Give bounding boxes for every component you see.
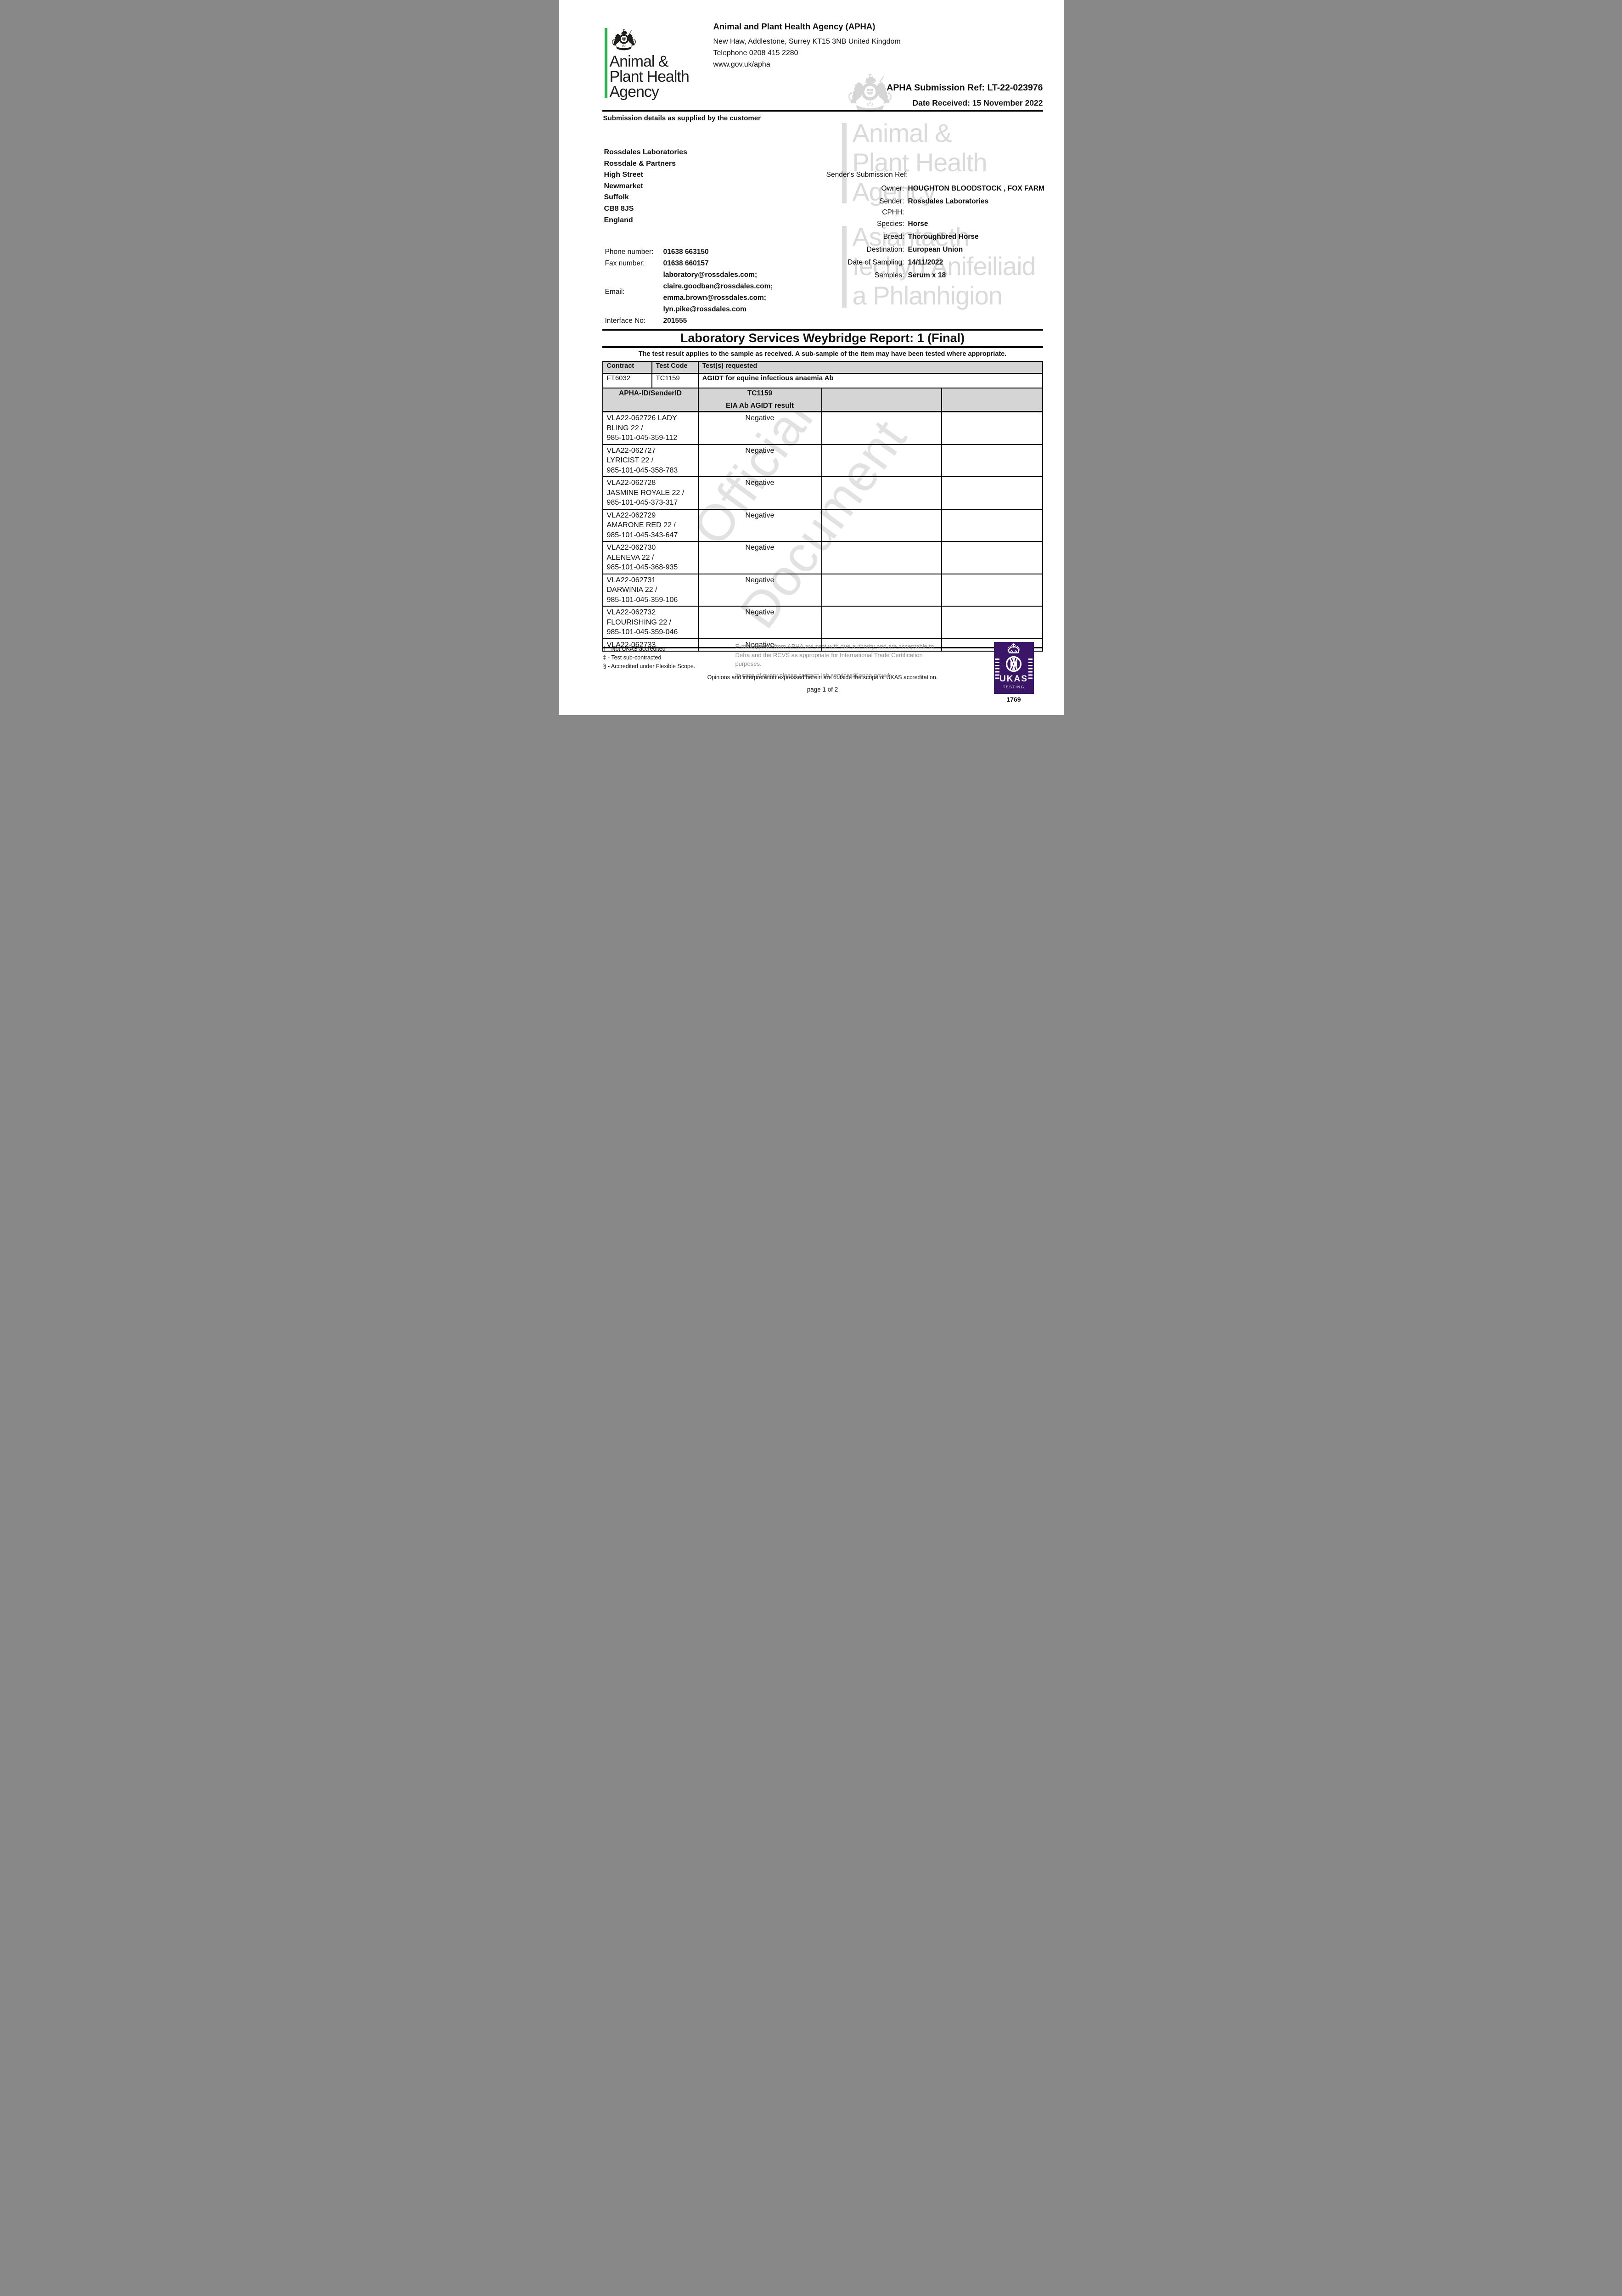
detail-row-samples: Samples: Serum x 18 [874,271,946,280]
page-number: page 1 of 2 [807,686,838,693]
report-title: Laboratory Services Weybridge Report: 1 … [680,331,965,345]
results-table-header: APHA-ID/SenderID TC1159 EIA Ab AGIDT res… [602,388,1043,412]
detail-row-cphh: CPHH: [882,208,904,216]
report-statement: The test result applies to the sample as… [638,350,1007,358]
results-table: APHA-ID/SenderID TC1159 EIA Ab AGIDT res… [602,388,1043,652]
divider [602,329,1043,331]
col-blank-1 [821,388,942,412]
watermark-apha-welsh: Asiantaeth Iechyd Anifeiliaid a Phlanhig… [852,222,1036,310]
detail-row-breed: Breed: Thoroughbred Horse [883,232,979,241]
email-row: Email: laboratory@rossdales.com; claire.… [605,269,816,315]
email-values: laboratory@rossdales.com; claire.goodban… [663,271,773,313]
query-contact: In case of query please contact: lab.ser… [735,672,891,679]
ukas-comb-right [1028,658,1033,679]
result-row: VLA22-062728 JASMINE ROYALE 22 / 985-101… [602,476,1043,510]
contract-table-header: Contract Test Code Test(s) requested [602,361,1043,374]
senders-submission-ref-row: Sender's Submission Ref: [826,171,908,179]
detail-row-date-of-sampling: Date of Sampling: 14/11/2022 [847,258,943,267]
date-received: Date Received: 15 November 2022 [912,98,1043,107]
agency-website: www.gov.uk/apha [713,61,770,68]
accreditation-footnotes: † - Not UKAS accredited ‡ - Test sub-con… [603,646,696,670]
ukas-accreditation-number: 1769 [1006,696,1021,703]
divider [602,346,1043,348]
result-row: VLA22-062733 Negative [602,638,1043,652]
result-row: VLA22-062730 ALENEVA 22 / 985-101-045-36… [602,541,1043,574]
lab-report-page: Animal & Plant Health Agency Asiantaeth … [558,0,1064,715]
result-row: VLA22-062729 AMARONE RED 22 / 985-101-04… [602,508,1043,542]
agency-title: Animal and Plant Health Agency (APHA) [713,22,876,31]
detail-row-destination: Destination: European Union [866,245,963,254]
sender-details-block: Sender's Submission Ref: Owner: HOUGHTON… [814,171,1046,282]
logo-green-bar [604,28,607,98]
apha-logo-wordmark: Animal & Plant Health Agency [609,53,690,101]
ukas-device-icon [1003,653,1024,675]
result-row: VLA22-062731 DARWINIA 22 / 985-101-045-3… [602,573,1043,607]
contract-table: Contract Test Code Test(s) requested FT6… [602,361,1043,391]
submission-details-heading: Submission details as supplied by the cu… [603,114,761,122]
ukas-testing-logo: UKAS TESTING [993,642,1034,694]
royal-crest-icon [610,28,638,52]
submission-reference-block: APHA Submission Ref: LT-22-023976 Date R… [742,83,1043,108]
result-row: VLA22-062732 FLOURISHING 22 / 985-101-04… [602,606,1043,639]
agency-telephone: Telephone 0208 415 2280 [713,49,798,57]
col-apha-id: APHA-ID/SenderID [602,388,699,412]
phone-row: Phone number: 01638 663150 [605,246,816,258]
detail-row-species: Species: Horse [877,219,928,228]
interface-row: Interface No: 201555 [605,315,816,326]
fax-row: Fax number: 01638 660157 [605,258,816,269]
customer-contact-block: Phone number: 01638 663150 Fax number: 0… [605,246,816,326]
watermark-layer: Animal & Plant Health Agency Asiantaeth … [559,0,1064,715]
watermark-bar [842,123,847,203]
col-tc1159: TC1159 EIA Ab AGIDT result [697,388,822,412]
watermark-bar [842,226,847,308]
ukas-comb-left [995,658,999,679]
agency-address: New Haw, Addlestone, Surrey KT15 3NB Uni… [713,38,901,45]
customer-address: Rossdales Laboratories Rossdale & Partne… [604,148,687,224]
opinions-disclaimer: Opinions and interpretation expressed he… [707,674,938,681]
divider [602,647,1043,648]
fax-value: 01638 660157 [663,259,709,267]
watermark-apha-english: Animal & Plant Health Agency [852,118,988,206]
phone-value: 01638 663150 [663,248,709,256]
result-row: VLA22-062726 LADY BLING 22 / 985-101-045… [602,411,1043,445]
result-row: VLA22-062727 LYRICIST 22 / 985-101-045-3… [602,444,1043,477]
detail-row-owner: Owner: HOUGHTON BLOODSTOCK , FOX FARM [881,184,1044,193]
submission-ref: APHA Submission Ref: LT-22-023976 [887,83,1043,93]
divider [602,110,1043,112]
email-report-notice: E-mail reports from APHA are sent with d… [735,642,944,680]
ukas-crown-icon [1006,643,1021,654]
interface-value: 201555 [663,317,687,325]
col-blank-2 [941,388,1043,412]
detail-row-sender: Sender: Rossdales Laboratories [879,197,989,206]
agency-header: Animal and Plant Health Agency (APHA) Ne… [713,22,1007,70]
